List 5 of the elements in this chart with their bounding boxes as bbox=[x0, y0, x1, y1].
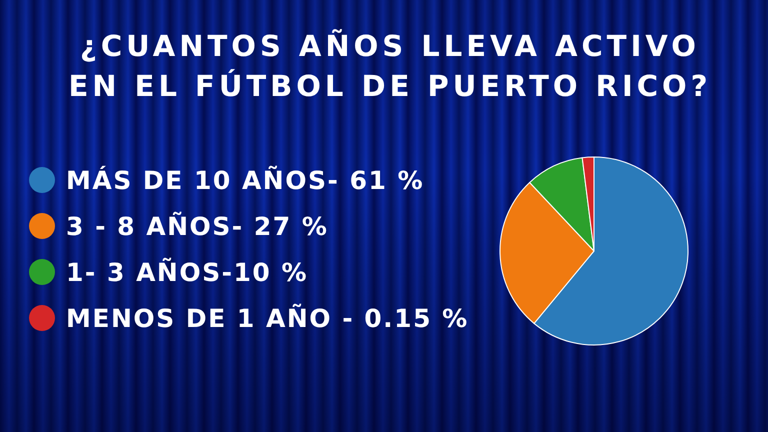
legend-label: MENOS DE 1 AÑO - 0.15 % bbox=[66, 303, 469, 333]
chart-title: ¿CUANTOS AÑOS LLEVA ACTIVO EN EL FÚTBOL DE PUERTO RICO? bbox=[68, 29, 712, 103]
legend-label: 1- 3 AÑOS-10 % bbox=[66, 257, 308, 287]
legend-label: MÁS DE 10 AÑOS- 61 % bbox=[66, 165, 424, 195]
legend-label: 3 - 8 AÑOS- 27 % bbox=[66, 211, 328, 241]
